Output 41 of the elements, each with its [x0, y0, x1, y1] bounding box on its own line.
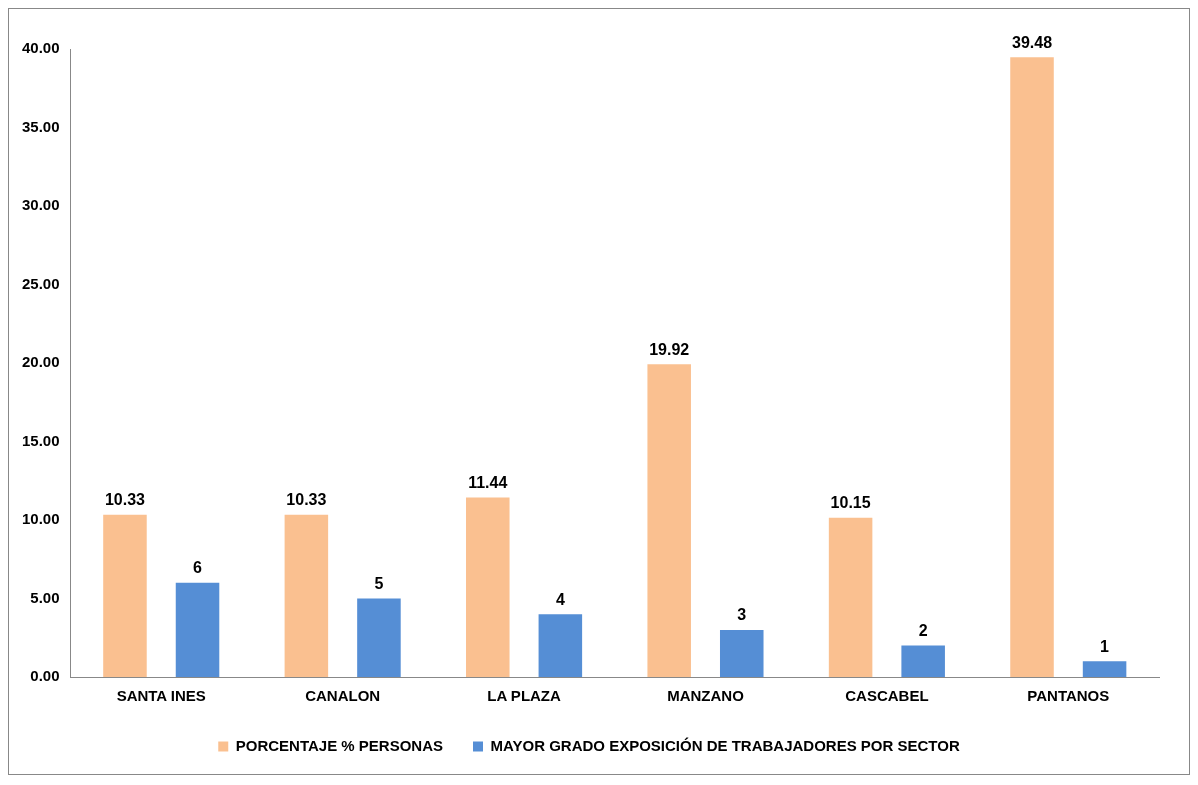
x-tick-label: PANTANOS [1027, 687, 1110, 705]
data-label: 10.15 [830, 494, 871, 512]
y-tick-label: 5.00 [30, 588, 60, 606]
data-label: 11.44 [468, 473, 508, 491]
bar [901, 645, 945, 677]
y-tick-label: 20.00 [21, 353, 60, 371]
bar [1082, 661, 1127, 677]
bar [1010, 57, 1054, 677]
y-tick-label: 30.00 [21, 196, 60, 214]
data-label: 10.33 [104, 491, 146, 509]
y-tick-label: 15.00 [21, 431, 60, 449]
data-label: 6 [193, 559, 203, 577]
bar [103, 514, 147, 677]
y-tick-label: 0.00 [30, 667, 60, 685]
bar [828, 517, 873, 677]
bar [647, 364, 691, 677]
x-tick-label: SANTA INES [116, 687, 206, 705]
data-label: 19.92 [649, 340, 690, 358]
data-label: 2 [918, 622, 928, 640]
legend-label: MAYOR GRADO EXPOSICIÓN DE TRABAJADORES POR SECTOR [490, 736, 960, 754]
data-label: 3 [737, 606, 747, 624]
bar [175, 582, 220, 677]
y-tick-label: 35.00 [21, 117, 60, 135]
bar [284, 514, 329, 677]
y-tick-label: 10.00 [21, 510, 60, 528]
data-label: 1 [1100, 637, 1110, 655]
legend-label: PORCENTAJE % PERSONAS [235, 736, 444, 754]
data-label: 10.33 [286, 491, 327, 509]
x-tick-label: MANZANO [667, 687, 745, 705]
x-tick-label: CASCABEL [845, 687, 929, 705]
bar [719, 629, 764, 677]
bar [357, 598, 401, 677]
bar [466, 497, 510, 677]
x-tick-label: LA PLAZA [487, 687, 562, 705]
data-label: 39.48 [1011, 33, 1053, 51]
data-label: 5 [374, 574, 384, 592]
data-label: 4 [555, 590, 565, 608]
y-tick-label: 40.00 [21, 39, 60, 57]
bar [538, 614, 583, 677]
x-tick-label: CANALON [305, 687, 381, 705]
y-tick-label: 25.00 [21, 274, 60, 292]
